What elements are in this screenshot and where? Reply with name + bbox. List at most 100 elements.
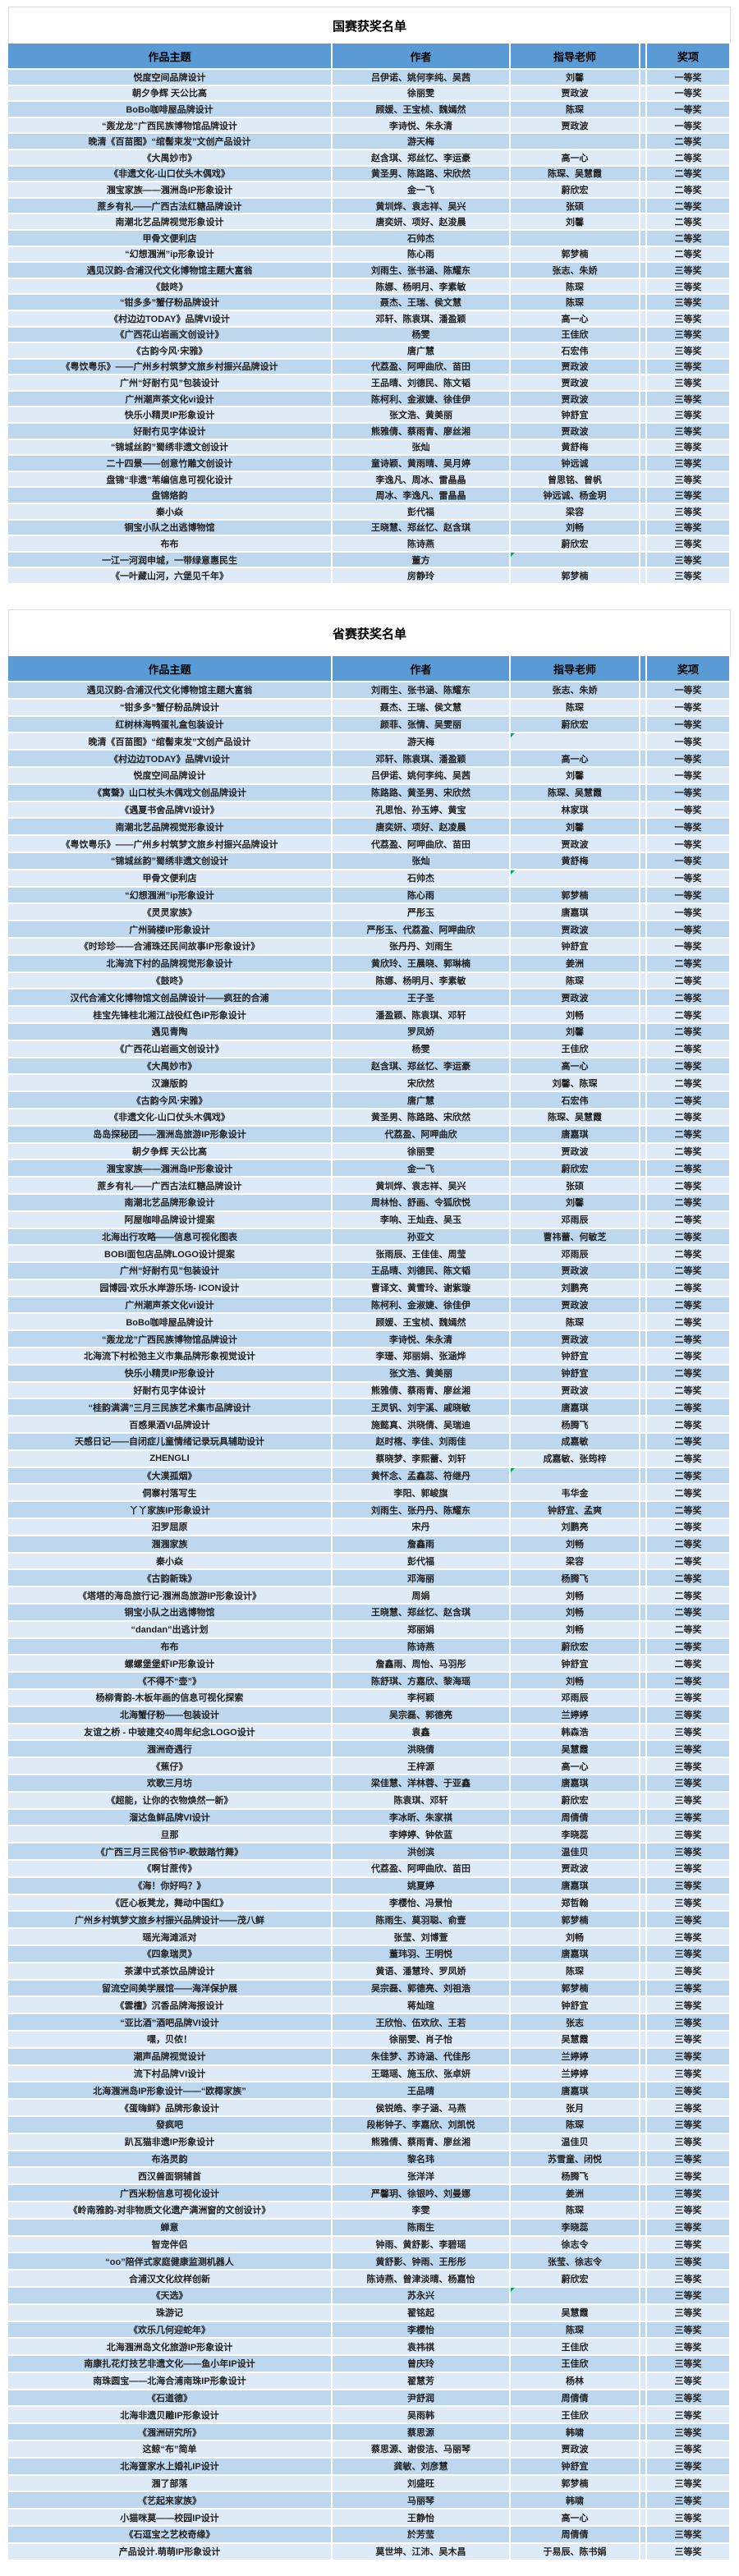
- award-cell[interactable]: 三等奖: [647, 359, 729, 374]
- authors-cell[interactable]: 王品晴: [333, 2082, 509, 2099]
- authors-cell[interactable]: 王晓慧、郑丝忆、赵含琪: [333, 1605, 509, 1620]
- authors-cell[interactable]: 吴宗磊、郭德亮、刘祖浩: [333, 1980, 509, 1996]
- authors-cell[interactable]: 潘盈颖、陈袁琪、邓轩: [333, 1007, 509, 1022]
- column-header-award-cell[interactable]: 奖项: [647, 656, 729, 681]
- teacher-cell[interactable]: 蔚欣宏: [511, 1638, 639, 1655]
- teacher-cell[interactable]: 周倩倩: [511, 2527, 639, 2542]
- work-theme-cell[interactable]: 西汉兽面铜辅首: [8, 2168, 331, 2184]
- teacher-cell[interactable]: 郭梦楠: [511, 1980, 639, 1996]
- award-cell[interactable]: 一等奖: [647, 751, 729, 766]
- authors-cell[interactable]: 张雨辰、王佳佳、周莹: [333, 1246, 509, 1262]
- authors-cell[interactable]: 梁佳慧、洋林蓉、于亚鑫: [333, 1775, 509, 1791]
- authors-cell[interactable]: 邓轩、陈袁琪、潘盈颖: [333, 751, 509, 766]
- teacher-cell[interactable]: 郭梦楠: [511, 1912, 639, 1928]
- work-theme-cell[interactable]: 悦度空间品牌设计: [8, 767, 331, 783]
- work-theme-cell[interactable]: 《天选》: [8, 2287, 331, 2303]
- award-cell[interactable]: 二等奖: [647, 1655, 729, 1672]
- work-theme-cell[interactable]: “幻想涠洲”ip形象设计: [8, 887, 331, 903]
- work-theme-cell[interactable]: 悦度空间品牌设计: [8, 70, 331, 85]
- award-cell[interactable]: 三等奖: [647, 278, 729, 294]
- award-cell[interactable]: 三等奖: [647, 1894, 729, 1911]
- teacher-cell[interactable]: 贾政波: [511, 424, 639, 439]
- teacher-cell[interactable]: 石宏伟: [511, 343, 639, 358]
- teacher-cell[interactable]: 刘畅: [511, 1536, 639, 1552]
- work-theme-cell[interactable]: 《广西花山岩画文创设计》: [8, 1040, 331, 1057]
- authors-cell[interactable]: 陈诗燕、曾津淡晴、杨嘉怡: [333, 2271, 509, 2286]
- award-cell[interactable]: 二等奖: [647, 1467, 729, 1484]
- award-cell[interactable]: 三等奖: [647, 552, 729, 567]
- authors-cell[interactable]: 莫世坤、江沛、吴木昌: [333, 2543, 509, 2560]
- award-cell[interactable]: 一等奖: [647, 784, 729, 801]
- authors-cell[interactable]: 姚夏婷: [333, 1877, 509, 1894]
- authors-cell[interactable]: 唐奕妍、项好、赵浚晨: [333, 214, 509, 229]
- authors-cell[interactable]: 陈柯利、金淑婕、徐佳伊: [333, 391, 509, 406]
- work-theme-cell[interactable]: 遇见汉韵-合浦汉代文化博物馆主题大富翁: [8, 263, 331, 278]
- teacher-cell[interactable]: 黄舒梅: [511, 439, 639, 455]
- authors-cell[interactable]: 石帅杰: [333, 870, 509, 886]
- work-theme-cell[interactable]: 北海流下村松弛主义市集品牌形象视觉设计: [8, 1348, 331, 1364]
- authors-cell[interactable]: 王静怡: [333, 2509, 509, 2526]
- authors-cell[interactable]: 严馨玥、徐银吟、刘曼娜: [333, 2185, 509, 2201]
- work-theme-cell[interactable]: 产品设计.萌萌IP形象设计: [8, 2543, 331, 2560]
- teacher-cell[interactable]: 李晓蕊: [511, 2219, 639, 2235]
- work-theme-cell[interactable]: 好耐冇见字体设计: [8, 424, 331, 439]
- teacher-cell[interactable]: 蔚欣宏: [511, 1160, 639, 1177]
- work-theme-cell[interactable]: 秦小焱: [8, 504, 331, 519]
- teacher-cell[interactable]: 陈琛: [511, 699, 639, 715]
- award-cell[interactable]: 二等奖: [647, 1211, 729, 1228]
- work-theme-cell[interactable]: 杨柳青韵-木板年画的信息可视化探索: [8, 1690, 331, 1706]
- authors-cell[interactable]: 周冰、李逸凡、雷晶晶: [333, 488, 509, 503]
- award-cell[interactable]: 三等奖: [647, 1997, 729, 2014]
- award-cell[interactable]: 三等奖: [647, 2321, 729, 2338]
- teacher-cell[interactable]: 成嘉敏: [511, 1434, 639, 1449]
- teacher-cell[interactable]: 姜洲: [511, 955, 639, 971]
- teacher-cell[interactable]: 刘鹏亮: [511, 1279, 639, 1296]
- teacher-cell[interactable]: 陈琛: [511, 1314, 639, 1330]
- award-cell[interactable]: 三等奖: [647, 2424, 729, 2441]
- award-cell[interactable]: 三等奖: [647, 568, 729, 583]
- work-theme-cell[interactable]: 《啊甘蔗传》: [8, 1860, 331, 1876]
- authors-cell[interactable]: 黄圣男、陈路路、宋欣然: [333, 166, 509, 181]
- work-theme-cell[interactable]: 秦小焱: [8, 1553, 331, 1569]
- authors-cell[interactable]: 陈柯利、金淑婕、徐佳伊: [333, 1297, 509, 1313]
- work-theme-cell[interactable]: 汉代合浦文化博物馆文创品牌设计——疯狂的合浦: [8, 990, 331, 1006]
- award-cell[interactable]: 三等奖: [647, 343, 729, 358]
- award-cell[interactable]: 二等奖: [647, 1058, 729, 1074]
- teacher-cell[interactable]: 贾政波: [511, 1860, 639, 1876]
- authors-cell[interactable]: 代荔盈、阿呷曲欣: [333, 1126, 509, 1142]
- teacher-cell[interactable]: 贾政波: [511, 375, 639, 390]
- authors-cell[interactable]: 唐广慧: [333, 1092, 509, 1108]
- authors-cell[interactable]: 彭代福: [333, 504, 509, 519]
- award-cell[interactable]: 三等奖: [647, 2014, 729, 2030]
- work-theme-cell[interactable]: 北海疍家水上婚礼IP设计: [8, 2458, 331, 2474]
- work-theme-cell[interactable]: 南潮北艺品牌视觉形象设计: [8, 819, 331, 835]
- authors-cell[interactable]: 赵时楁、李佳、刘雨佳: [333, 1434, 509, 1449]
- award-cell[interactable]: 一等奖: [647, 102, 729, 117]
- authors-cell[interactable]: 聂杰、王瑞、侯文慧: [333, 295, 509, 310]
- teacher-cell[interactable]: [511, 552, 639, 567]
- authors-cell[interactable]: 陈诗燕: [333, 536, 509, 551]
- teacher-cell[interactable]: 贾政波: [511, 1297, 639, 1313]
- teacher-cell[interactable]: 刘畅: [511, 1621, 639, 1637]
- teacher-cell[interactable]: 成嘉敏、张筠梓: [511, 1450, 639, 1467]
- award-cell[interactable]: 二等奖: [647, 1160, 729, 1177]
- teacher-cell[interactable]: 吴慧霞: [511, 2031, 639, 2047]
- work-theme-cell[interactable]: 留流空间美学展馆——海洋保护展: [8, 1980, 331, 1996]
- award-cell[interactable]: 三等奖: [647, 2236, 729, 2252]
- teacher-cell[interactable]: [511, 134, 639, 149]
- teacher-cell[interactable]: 郭梦楠: [511, 2475, 639, 2491]
- teacher-cell[interactable]: 钟舒宜: [511, 938, 639, 954]
- award-cell[interactable]: 三等奖: [647, 2304, 729, 2321]
- teacher-cell[interactable]: 贾政波: [511, 1382, 639, 1398]
- teacher-cell[interactable]: 蔚欣宏: [511, 716, 639, 732]
- award-cell[interactable]: 一等奖: [647, 887, 729, 903]
- authors-cell[interactable]: 翟慧芳: [333, 2372, 509, 2389]
- award-cell[interactable]: 二等奖: [647, 1417, 729, 1433]
- authors-cell[interactable]: 蔡思源、谢俊洁、马丽琴: [333, 2441, 509, 2457]
- authors-cell[interactable]: 徐丽雯、肖子怡: [333, 2031, 509, 2047]
- work-theme-cell[interactable]: 桂宝先锋桂北湘江战役红色iP形象设计: [8, 1007, 331, 1022]
- authors-cell[interactable]: 苏永兴: [333, 2287, 509, 2303]
- authors-cell[interactable]: 蒋灿瑄: [333, 1997, 509, 2014]
- teacher-cell[interactable]: 高一心: [511, 149, 639, 165]
- teacher-cell[interactable]: 陈琛: [511, 278, 639, 294]
